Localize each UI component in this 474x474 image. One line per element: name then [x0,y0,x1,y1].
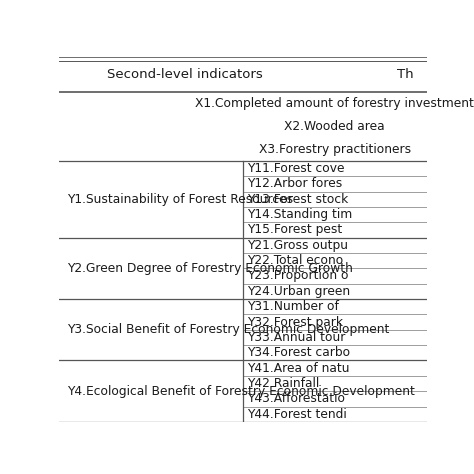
Text: X2.Wooded area: X2.Wooded area [284,119,385,133]
Text: Y43.Afforestatio: Y43.Afforestatio [246,392,345,405]
Text: Y22.Total econo: Y22.Total econo [246,254,343,267]
Text: Y24.Urban green: Y24.Urban green [246,285,350,298]
Text: Y21.Gross outpu: Y21.Gross outpu [246,239,347,252]
Text: Y1.Sustainability of Forest Resources: Y1.Sustainability of Forest Resources [66,193,293,206]
Text: Second-level indicators: Second-level indicators [107,68,263,81]
Text: Y4.Ecological Benefit of Forestry Economic Development: Y4.Ecological Benefit of Forestry Econom… [66,384,414,398]
Text: Y42.Rainfall: Y42.Rainfall [246,377,319,390]
Text: Y14.Standing tim: Y14.Standing tim [246,208,352,221]
Text: Y13.Forest stock: Y13.Forest stock [246,193,348,206]
Text: Y23.Proportion o: Y23.Proportion o [246,270,348,283]
Text: Y2.Green Degree of Forestry Economic Growth: Y2.Green Degree of Forestry Economic Gro… [66,262,353,275]
Text: X1.Completed amount of forestry investment: X1.Completed amount of forestry investme… [195,97,474,109]
Text: Y11.Forest cove: Y11.Forest cove [246,162,344,175]
Text: Y15.Forest pest: Y15.Forest pest [246,223,346,237]
Text: Th: Th [397,68,414,81]
Text: Y31.Number of: Y31.Number of [246,300,342,313]
Text: Y12.Arbor fores: Y12.Arbor fores [246,177,342,191]
Text: X3.Forestry practitioners: X3.Forestry practitioners [259,143,411,156]
Text: Y3.Social Benefit of Forestry Economic Development: Y3.Social Benefit of Forestry Economic D… [66,323,389,336]
Text: Y41.Area of natu: Y41.Area of natu [246,362,349,374]
Text: Y44.Forest tendi: Y44.Forest tendi [246,408,346,421]
Text: Y34.Forest carbo: Y34.Forest carbo [246,346,350,359]
Text: Y33.Annual tour: Y33.Annual tour [246,331,345,344]
Text: Y32.Forest park: Y32.Forest park [246,316,346,328]
